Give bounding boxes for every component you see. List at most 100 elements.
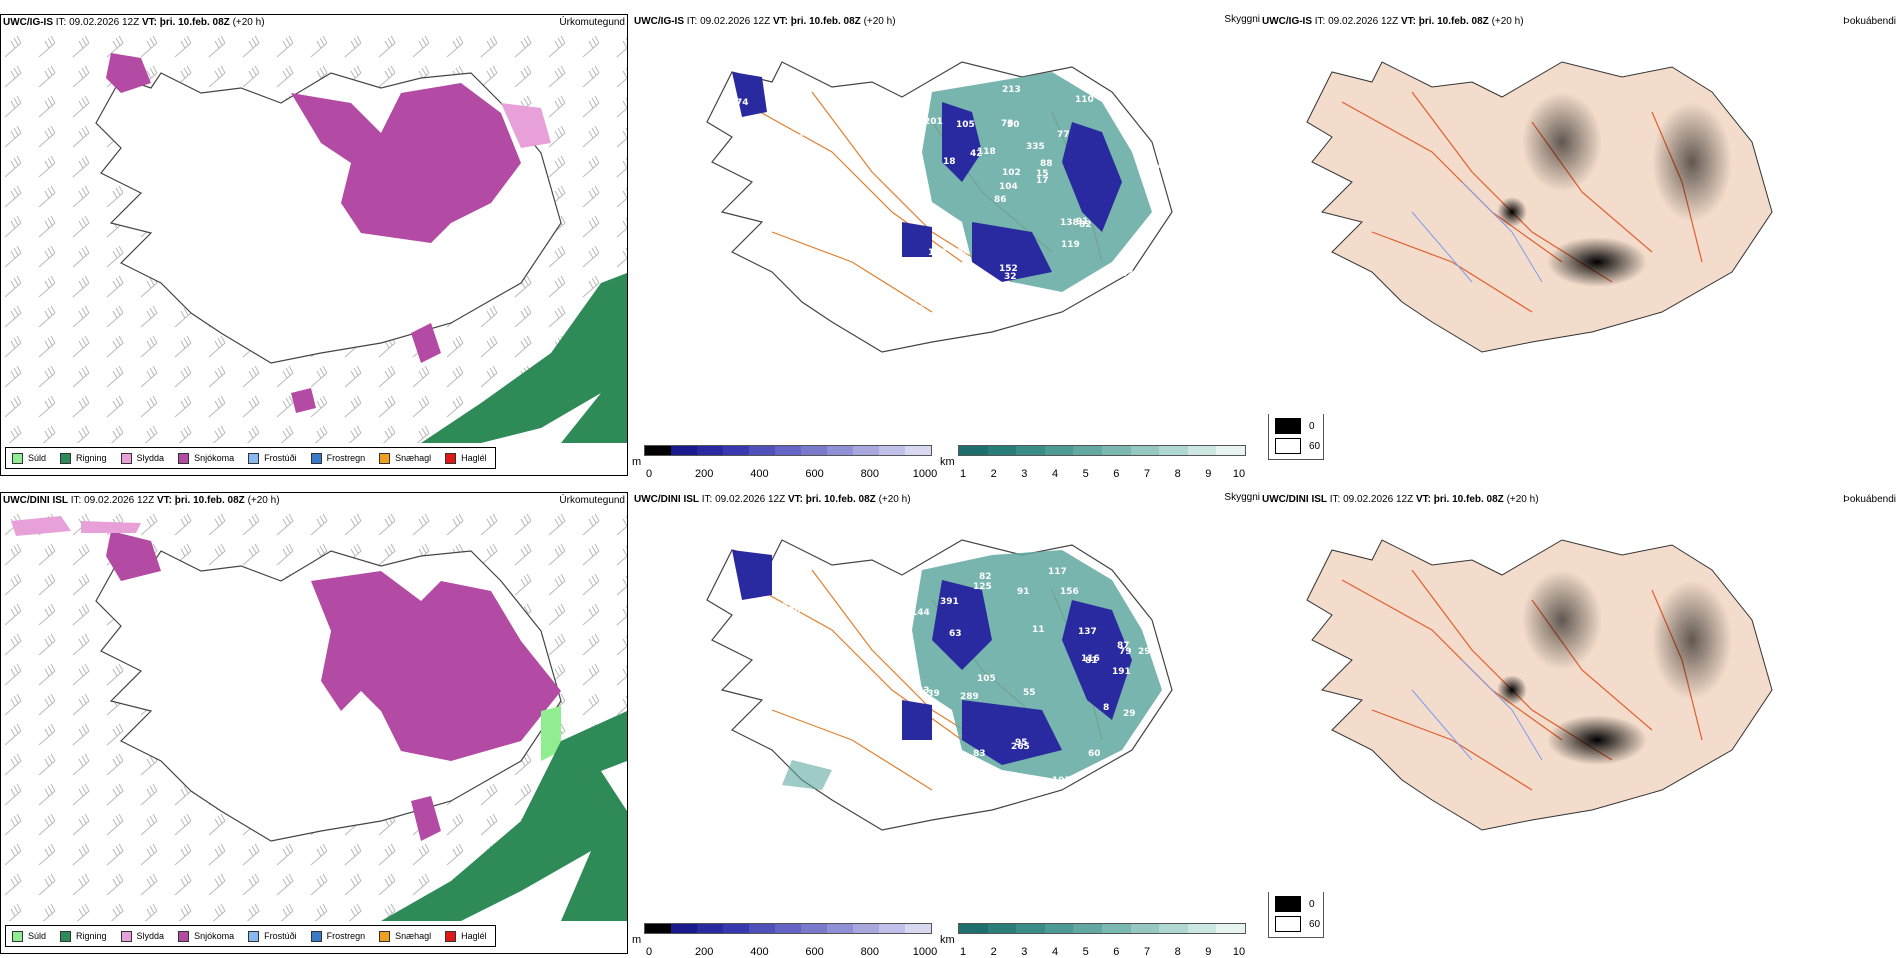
ceiling-value-label: 64 (957, 247, 970, 257)
colorbar-segment (1130, 446, 1160, 455)
colorbar-segment (827, 446, 853, 455)
colorbar-tick: 1 (959, 468, 967, 480)
visibility-unit: km (940, 456, 955, 468)
ceiling-value-label: 295 (1138, 647, 1157, 657)
ceiling-value-label: 18 (943, 157, 956, 167)
panel-title: Þokuábendi (1843, 494, 1896, 505)
legend-item-drizzle: Súld (12, 930, 46, 942)
colorbar-tick: 10 (1232, 468, 1246, 480)
colorbar-tick: 3 (1021, 468, 1028, 480)
colorbar-tick: 8 (1174, 946, 1181, 958)
legend-swatch (178, 930, 190, 942)
ceiling-visibility-panel-top: UWC/IG-IS IT: 09.02.2026 12Z VT: þri. 10… (632, 14, 1264, 480)
ceiling-value-label: 29 (1123, 709, 1136, 719)
colorbar-tick: 200 (695, 468, 714, 480)
legend-item-freezing-rain: Frostregn (310, 452, 365, 464)
colorbar-segment (987, 924, 1017, 933)
ceiling-value-label: 57 (1104, 295, 1117, 305)
colorbar-tick: 4 (1051, 946, 1059, 958)
ceiling-value-label: 133 (928, 248, 947, 258)
legend-swatch (445, 452, 457, 464)
colorbar-segment (905, 924, 931, 933)
colorbar-tick: 1 (959, 946, 967, 958)
legend-swatch (310, 930, 322, 942)
colorbar-tick: 800 (860, 946, 879, 958)
visibility-colorbar: km 1 2 3 4 5 6 7 8 9 10 (940, 920, 1250, 958)
colorbar-segment (879, 446, 905, 455)
ceiling-value-label: 96 (1103, 771, 1116, 781)
ceiling-value-label: 77 (1057, 130, 1070, 140)
colorbar-tick: 4 (1051, 468, 1059, 480)
fog-swatch (1275, 896, 1301, 912)
colorbar-segment (959, 924, 988, 933)
ceiling-value-label: 70 (786, 80, 799, 90)
ceiling-visibility-map: 222 107 76 11 106 82 87 83 65 63 295 144 191 148 221 39… (706, 539, 1173, 831)
ceiling-value-label: 11 (1032, 625, 1045, 635)
ceiling-value-label: 391 (940, 597, 959, 607)
colorbar-segment (697, 924, 723, 933)
panel-header: UWC/DINI ISL IT: 09.02.2026 12Z VT: þri.… (3, 495, 280, 506)
legend-item-hail: Haglél (445, 930, 487, 942)
colorbar-segment (801, 446, 827, 455)
panel-title: Úrkomutegund (559, 495, 625, 506)
ceiling-value-label: 95 (1015, 738, 1028, 748)
fog-legend-row: 0 (1275, 896, 1315, 912)
ceiling-value-label: 125 (973, 582, 992, 592)
ceiling-value-label: 17 (1036, 176, 1049, 186)
colorbar-tick: 2 (990, 468, 997, 480)
legend-item-freezing-drizzle: Frostúði (248, 930, 297, 942)
ceiling-value-label: 201 (924, 117, 943, 127)
colorbar-segment (1016, 446, 1045, 455)
legend-item-hail: Haglél (445, 452, 487, 464)
colorbar-tick: 6 (1113, 468, 1120, 480)
precip-map (1, 511, 627, 921)
ceiling-value-label: 139 (921, 689, 940, 699)
fog-swatch (1275, 418, 1301, 434)
ceiling-value-label: 91 (1076, 217, 1089, 227)
ceiling-value-label: 148 (995, 782, 1014, 792)
ceiling-value-label: 8 (1103, 703, 1109, 713)
fog-map (1306, 539, 1773, 831)
colorbar-segment (723, 446, 749, 455)
ceiling-value-label: 42 (970, 149, 983, 159)
colorbar-segment (645, 446, 671, 455)
colorbar-segment (1216, 924, 1245, 933)
precip-map (1, 33, 627, 443)
ceiling-value-label: 222 (782, 602, 801, 612)
ceiling-value-label: 138 (1060, 218, 1079, 228)
colorbar-segment (1159, 924, 1188, 933)
fog-map (1306, 61, 1773, 353)
colorbar-segment (1073, 446, 1102, 455)
fog-swatch (1275, 916, 1301, 932)
visibility-color-scale (958, 445, 1246, 456)
legend-swatch (120, 930, 132, 942)
ceiling-value-label: 145 (1151, 162, 1170, 172)
colorbar-tick: 5 (1082, 946, 1089, 958)
ceiling-value-label: 447 (1152, 744, 1171, 754)
colorbar-segment (749, 924, 775, 933)
legend-swatch (379, 930, 391, 942)
colorbar-segment (905, 446, 931, 455)
colorbar-segment (959, 446, 988, 455)
colorbar-segment (671, 924, 697, 933)
ceiling-value-label: 15 (1036, 169, 1049, 179)
legend-swatch (60, 930, 72, 942)
precip-legend: Súld Rigning Slydda Snjókoma Frostúði Fr… (5, 447, 496, 469)
panel-title: Skyggni (1224, 14, 1260, 25)
ceiling-value-label: 74 (736, 98, 749, 108)
ceiling-value-label: 289 (960, 692, 979, 702)
ceiling-value-label: 120 (1128, 141, 1147, 151)
ceiling-value-label: 79 (1119, 647, 1132, 657)
colorbar-tick: 6 (1113, 946, 1120, 958)
legend-swatch (248, 930, 260, 942)
colorbar-segment (775, 924, 801, 933)
ceiling-colorbar: m 0 200 400 600 800 1000 (632, 442, 937, 480)
ceiling-value-label: 76 (788, 606, 801, 616)
colorbar-segment (749, 446, 775, 455)
fog-swatch (1275, 438, 1301, 454)
colorbar-tick: 600 (805, 946, 824, 958)
colorbar-tick: 10 (1232, 946, 1246, 958)
colorbar-segment (723, 924, 749, 933)
legend-swatch (12, 452, 23, 464)
colorbar-segment (1044, 924, 1074, 933)
